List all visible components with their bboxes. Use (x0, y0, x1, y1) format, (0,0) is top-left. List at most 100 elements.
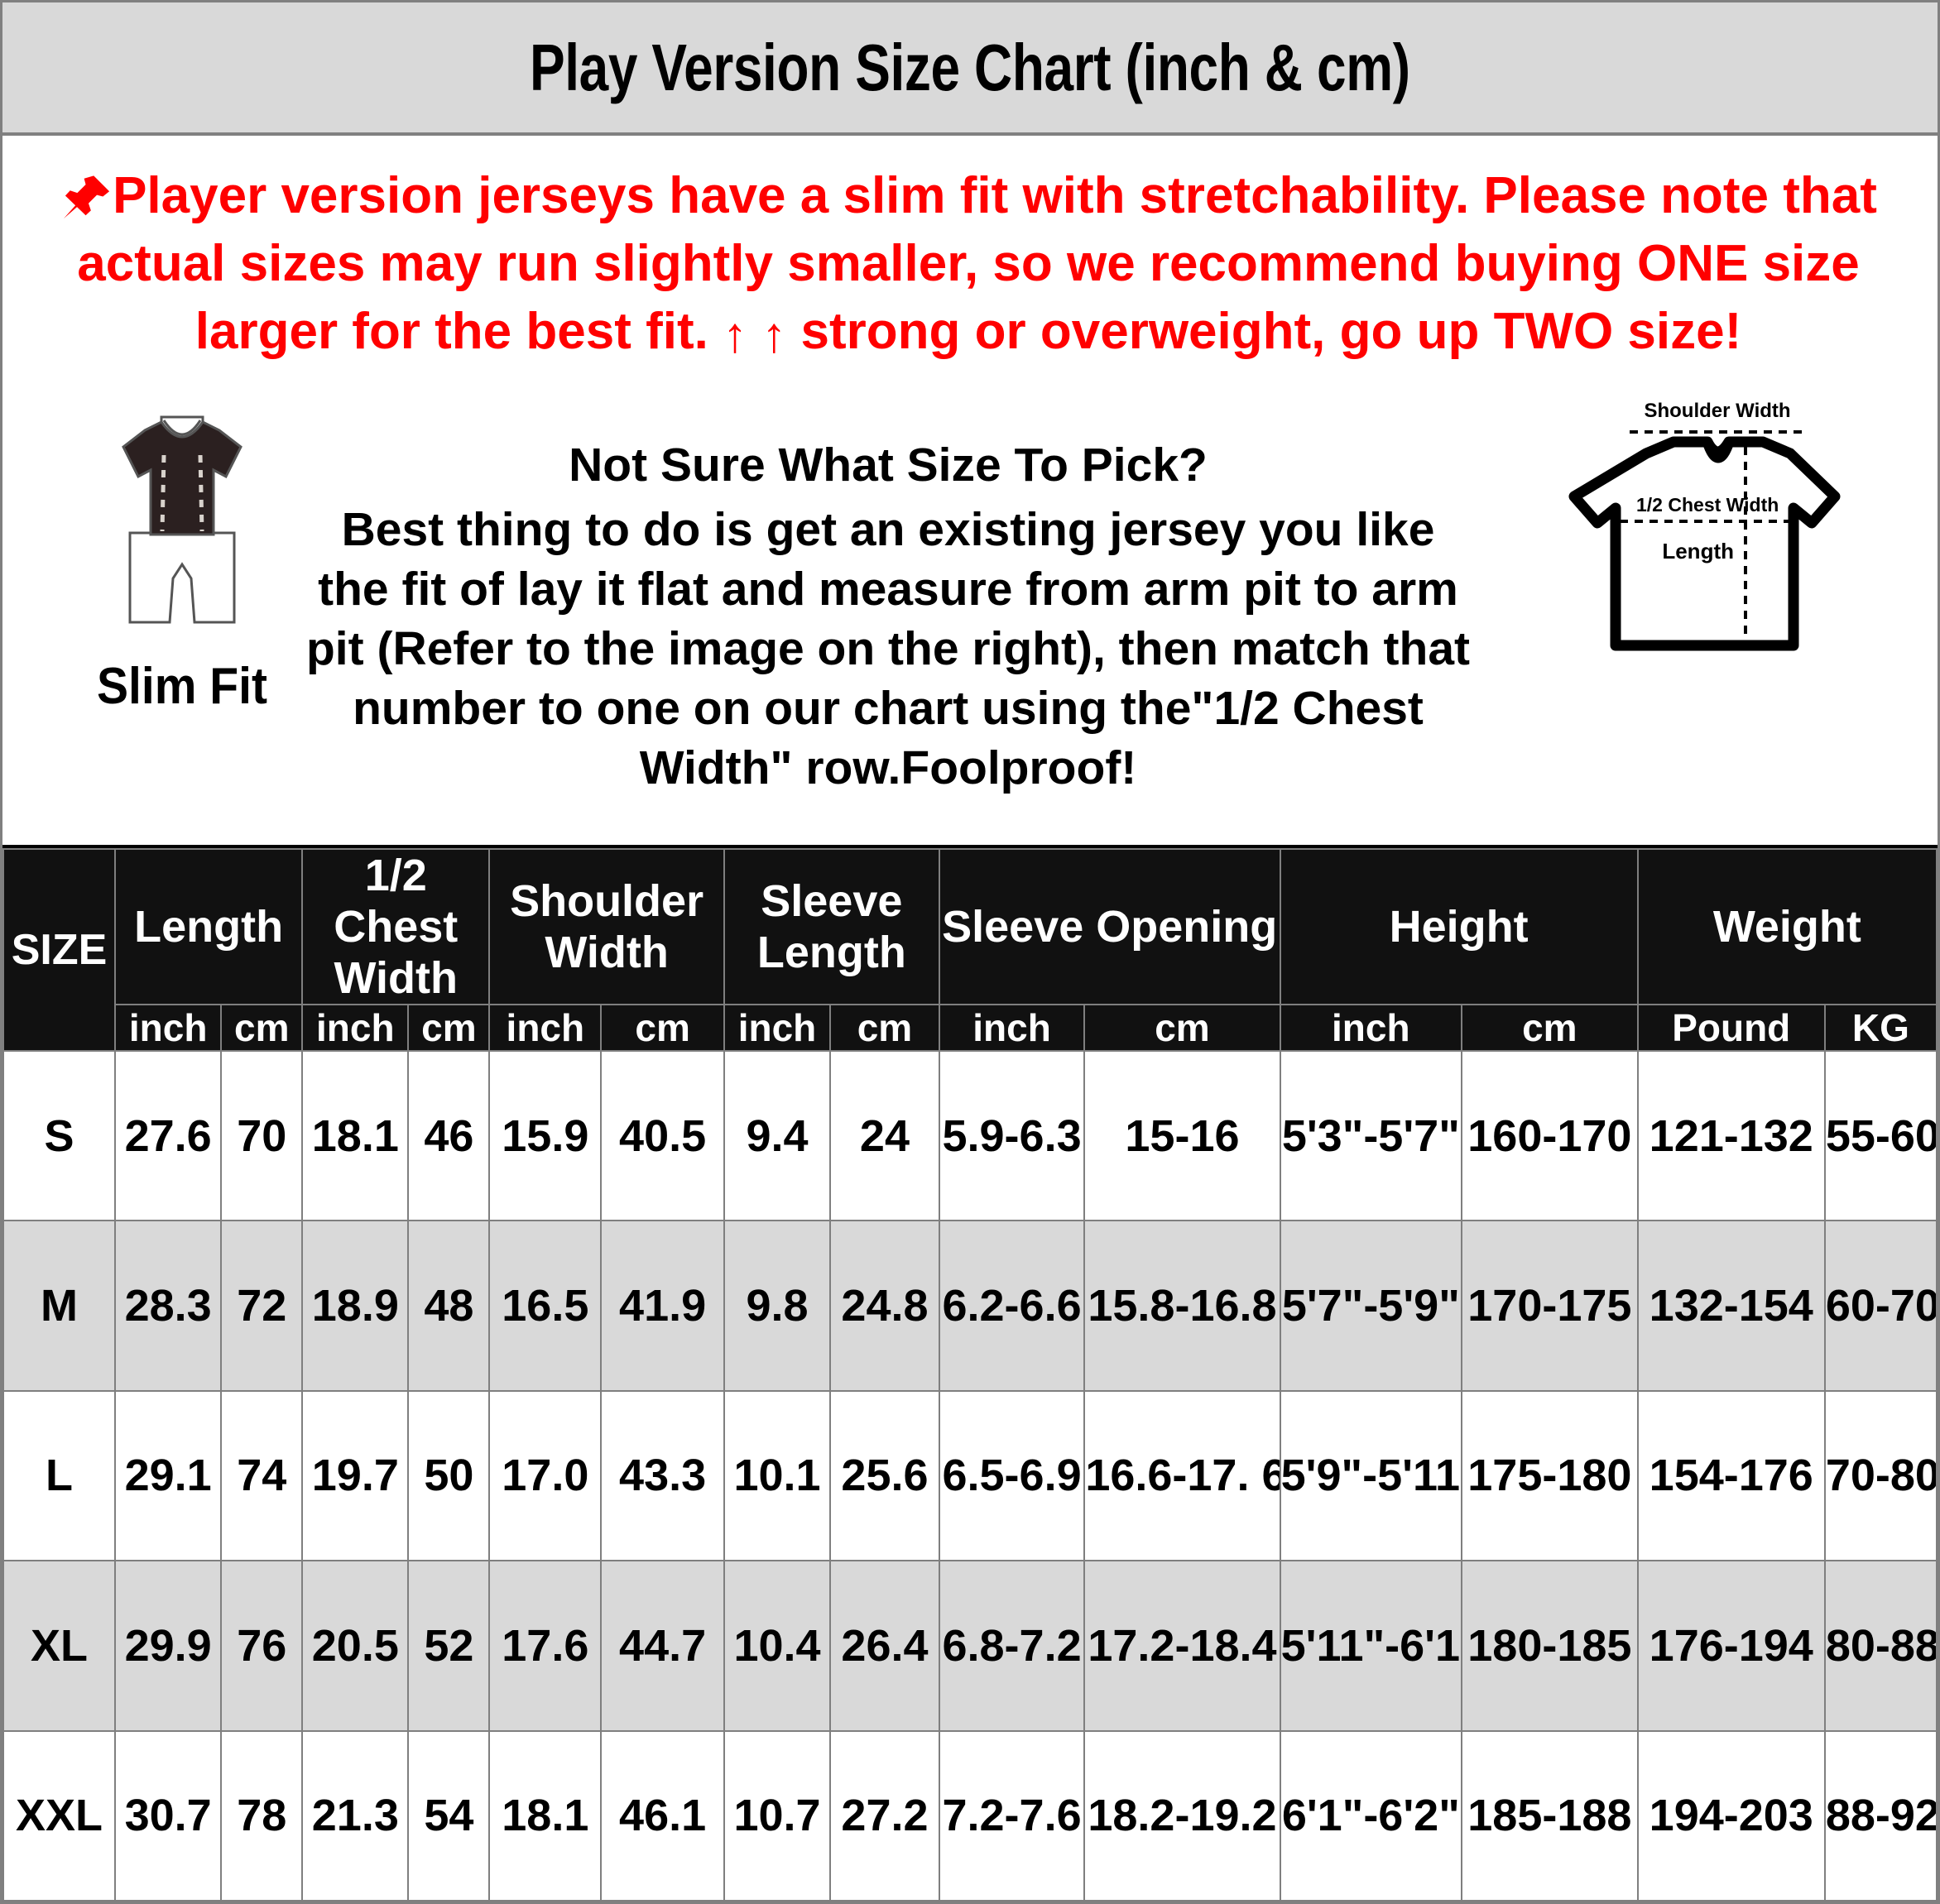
cell-size: L (2, 1389, 117, 1562)
how-to-pick-text: Not Sure What Size To Pick? Best thing t… (300, 435, 1476, 798)
cell-length-inch: 30.7 (114, 1729, 223, 1902)
cell-chest-inch: 18.1 (301, 1049, 410, 1222)
cell-length-inch: 27.6 (114, 1049, 223, 1222)
pushpin-icon (60, 170, 114, 219)
cell-height-inch: 6'1"-6'2" (1279, 1729, 1463, 1902)
cell-weight-kg: 60-70 (1823, 1220, 1938, 1392)
size-table: SIZE Length 1/2 Chest Width Shoulder Wid… (2, 848, 1938, 1902)
unit-shoulder-cm: cm (600, 1004, 725, 1052)
warning-line-3: go up TWO size! (1339, 303, 1742, 360)
cell-weight-pound: 132-154 (1636, 1220, 1826, 1392)
unit-sleeve-inch: inch (723, 1004, 832, 1052)
cell-opening-cm: 15.8-16.8 (1083, 1220, 1281, 1392)
how-to-question: Not Sure What Size To Pick? (569, 439, 1208, 492)
table-row: XL 29.9 76 20.5 52 17.6 44.7 10.4 26.4 6… (2, 1560, 1938, 1732)
table-row: S 27.6 70 18.1 46 15.9 40.5 9.4 24 5.9-6… (2, 1049, 1938, 1222)
slim-fit-label: Slim Fit (97, 658, 267, 715)
cell-chest-cm: 54 (407, 1729, 491, 1902)
cell-length-cm: 74 (220, 1389, 304, 1562)
cell-size: XXL (2, 1729, 117, 1902)
cell-shoulder-cm: 41.9 (600, 1220, 725, 1392)
arrow-up-icon-2: ↑ (761, 307, 787, 362)
table-row: L 29.1 74 19.7 50 17.0 43.3 10.1 25.6 6.… (2, 1389, 1938, 1562)
cell-shoulder-inch: 16.5 (488, 1220, 603, 1392)
cell-opening-cm: 15-16 (1083, 1049, 1281, 1222)
cell-height-inch: 5'11"-6'1" (1279, 1560, 1463, 1732)
cell-shoulder-inch: 18.1 (488, 1729, 603, 1902)
jersey-and-shorts-icon (79, 415, 286, 648)
header-weight: Weight (1636, 848, 1938, 1005)
unit-length-cm: cm (220, 1004, 304, 1052)
cell-sleeve-inch: 9.8 (723, 1220, 832, 1392)
unit-opening-cm: cm (1083, 1004, 1281, 1052)
cell-shoulder-inch: 17.6 (488, 1560, 603, 1732)
warning-line-2b: strong or overweight, (800, 303, 1326, 360)
cell-length-cm: 72 (220, 1220, 304, 1392)
cell-length-cm: 78 (220, 1729, 304, 1902)
cell-opening-cm: 18.2-19.2 (1083, 1729, 1281, 1902)
cell-shoulder-inch: 15.9 (488, 1049, 603, 1222)
cell-height-cm: 170-175 (1461, 1220, 1639, 1392)
cell-height-inch: 5'9"-5'11" (1279, 1389, 1463, 1562)
chart-title-bar: Play Version Size Chart (inch & cm) (2, 2, 1938, 136)
cell-height-cm: 175-180 (1461, 1389, 1639, 1562)
header-half-chest-width: 1/2 Chest Width (301, 848, 491, 1005)
warning-note: Player version jerseys have a slim fit w… (21, 162, 1916, 366)
cell-chest-inch: 20.5 (301, 1560, 410, 1732)
cell-length-cm: 70 (220, 1049, 304, 1222)
table-header-unit-row: inch cm inch cm inch cm inch cm inch cm … (3, 1004, 1938, 1052)
header-size: SIZE (2, 848, 117, 1052)
cell-chest-cm: 50 (407, 1389, 491, 1562)
cell-weight-pound: 176-194 (1636, 1560, 1826, 1732)
cell-sleeve-inch: 10.1 (723, 1389, 832, 1562)
size-table-body: S 27.6 70 18.1 46 15.9 40.5 9.4 24 5.9-6… (2, 1049, 1938, 1902)
cell-sleeve-cm: 26.4 (829, 1560, 940, 1732)
unit-shoulder-inch: inch (488, 1004, 603, 1052)
header-height: Height (1279, 848, 1639, 1005)
cell-opening-inch: 6.8-7.2 (938, 1560, 1086, 1732)
cell-opening-cm: 16.6-17. 6 (1083, 1389, 1281, 1562)
cell-sleeve-cm: 24 (829, 1049, 940, 1222)
unit-chest-cm: cm (407, 1004, 491, 1052)
cell-sleeve-inch: 10.7 (723, 1729, 832, 1902)
cell-weight-kg: 88-92 (1823, 1729, 1938, 1902)
cell-chest-inch: 21.3 (301, 1729, 410, 1902)
cell-sleeve-inch: 9.4 (723, 1049, 832, 1222)
cell-length-inch: 29.1 (114, 1389, 223, 1562)
cell-opening-inch: 5.9-6.3 (938, 1049, 1086, 1222)
table-row: XXL 30.7 78 21.3 54 18.1 46.1 10.7 27.2 … (2, 1729, 1938, 1902)
warning-line-1: Player version jerseys have a slim fit w… (77, 167, 1877, 292)
arrow-up-icon-1: ↑ (723, 307, 748, 362)
cell-chest-cm: 52 (407, 1560, 491, 1732)
cell-chest-inch: 18.9 (301, 1220, 410, 1392)
header-length: Length (114, 848, 304, 1005)
page-title: Play Version Size Chart (inch & cm) (530, 30, 1410, 104)
header-sleeve-length: Sleeve Length (723, 848, 940, 1005)
cell-weight-kg: 70-80 (1823, 1389, 1938, 1562)
how-to-body: Best thing to do is get an existing jers… (305, 503, 1471, 794)
header-sleeve-opening: Sleeve Opening (938, 848, 1281, 1005)
header-shoulder-width: Shoulder Width (488, 848, 725, 1005)
unit-height-inch: inch (1279, 1004, 1463, 1052)
cell-size: S (2, 1049, 117, 1222)
table-row: M 28.3 72 18.9 48 16.5 41.9 9.8 24.8 6.2… (2, 1220, 1938, 1392)
cell-chest-cm: 48 (407, 1220, 491, 1392)
unit-weight-kg: KG (1823, 1004, 1938, 1052)
cell-shoulder-cm: 40.5 (600, 1049, 725, 1222)
cell-opening-cm: 17.2-18.4 (1083, 1560, 1281, 1732)
cell-sleeve-inch: 10.4 (723, 1560, 832, 1732)
unit-chest-inch: inch (301, 1004, 410, 1052)
cell-shoulder-cm: 46.1 (600, 1729, 725, 1902)
cell-chest-cm: 46 (407, 1049, 491, 1222)
slim-fit-figure: Slim Fit (46, 409, 319, 716)
cell-height-cm: 180-185 (1461, 1560, 1639, 1732)
size-table-container: SIZE Length 1/2 Chest Width Shoulder Wid… (2, 848, 1938, 1902)
cell-size: XL (2, 1560, 117, 1732)
cell-length-inch: 28.3 (114, 1220, 223, 1392)
cell-weight-kg: 55-60 (1823, 1049, 1938, 1222)
cell-sleeve-cm: 25.6 (829, 1389, 940, 1562)
cell-shoulder-cm: 43.3 (600, 1389, 725, 1562)
cell-weight-pound: 121-132 (1636, 1049, 1826, 1222)
cell-sleeve-cm: 27.2 (829, 1729, 940, 1902)
